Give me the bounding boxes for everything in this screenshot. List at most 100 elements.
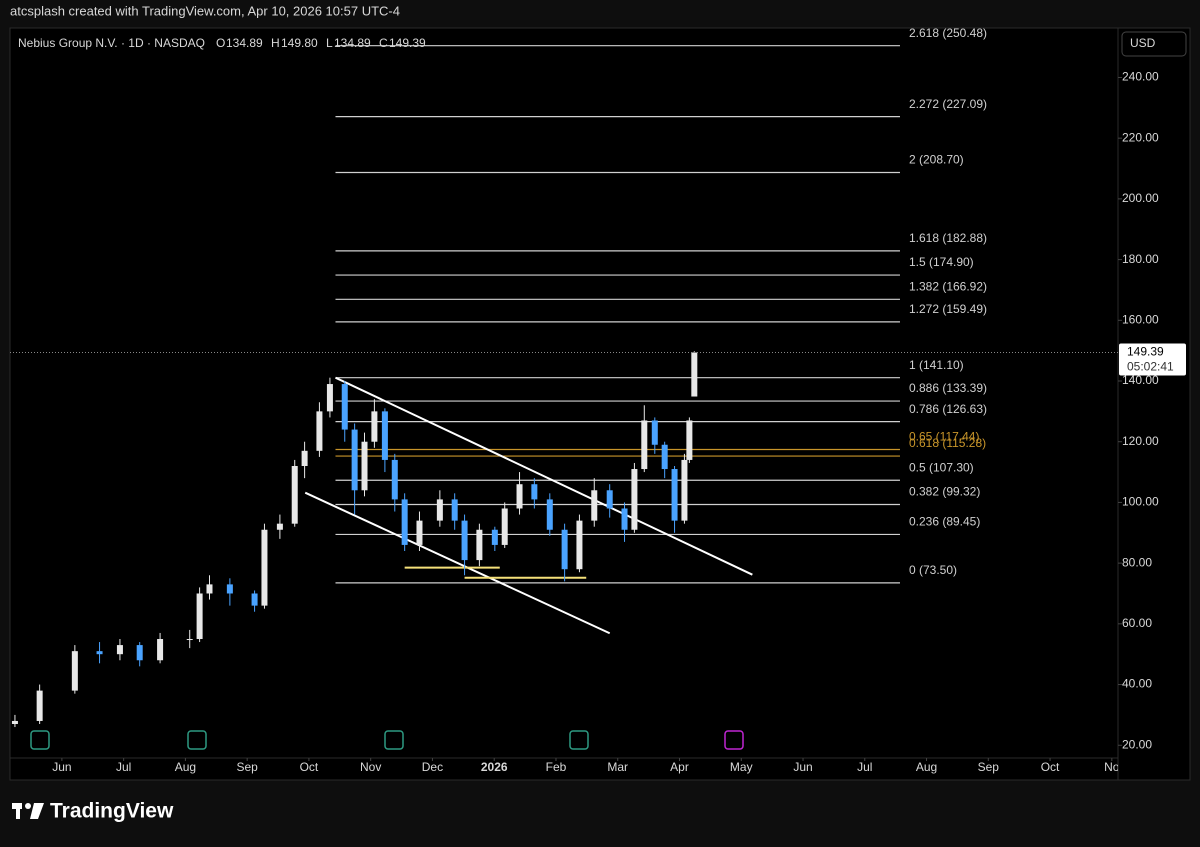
candle-body xyxy=(391,459,398,500)
earnings-icon[interactable] xyxy=(724,730,744,750)
x-tick-label: Sep xyxy=(236,760,258,774)
legend-key: H xyxy=(271,36,280,50)
y-tick-label: 140.00 xyxy=(1122,373,1159,387)
candle-body xyxy=(476,529,483,561)
candle-body xyxy=(691,352,698,397)
candle-body xyxy=(136,645,143,661)
fib-label: 0.382 (99.32) xyxy=(909,485,980,499)
x-tick-label: Jun xyxy=(52,760,71,774)
candle-body xyxy=(546,499,553,530)
candle-body xyxy=(576,520,583,570)
x-tick-label: Aug xyxy=(175,760,196,774)
earnings-icon[interactable] xyxy=(30,730,50,750)
candle-body xyxy=(316,411,323,451)
candle-body xyxy=(276,523,283,530)
header: atcsplash created with TradingView.com, … xyxy=(10,3,400,18)
x-tick-label: 2026 xyxy=(481,760,508,774)
x-tick-label: May xyxy=(730,760,753,774)
y-tick-label: 200.00 xyxy=(1122,191,1159,205)
currency-button[interactable] xyxy=(1121,31,1187,57)
legend-value: 134.89 xyxy=(334,36,371,50)
candle-body xyxy=(531,484,538,500)
symbol: Nebius Group N.V. · 1D · NASDAQ xyxy=(18,36,205,50)
candle-body xyxy=(516,484,523,509)
legend-key: C xyxy=(379,36,388,50)
candle-body xyxy=(501,508,508,545)
earnings-icon[interactable] xyxy=(569,730,589,750)
candle-body xyxy=(641,420,648,470)
x-tick-label: Oct xyxy=(300,760,319,774)
fib-label: 0.5 (107.30) xyxy=(909,460,974,474)
candle-body xyxy=(606,490,613,509)
countdown: 05:02:41 xyxy=(1127,360,1174,374)
legend-value: 149.80 xyxy=(281,36,318,50)
candle-body xyxy=(361,441,368,491)
earnings-icon[interactable] xyxy=(384,730,404,750)
fib-label: 2.618 (250.48) xyxy=(909,26,987,40)
y-tick-label: 220.00 xyxy=(1122,130,1159,144)
candle-body xyxy=(186,639,193,641)
x-tick-label: Jun xyxy=(793,760,812,774)
candle-body xyxy=(686,420,693,460)
y-tick-label: 20.00 xyxy=(1122,737,1152,751)
currency[interactable]: USD xyxy=(1130,36,1156,50)
logo-mark xyxy=(30,803,44,819)
fib-label: 0.618 (115.28) xyxy=(909,436,986,450)
fib-label: 0.236 (89.45) xyxy=(909,515,980,529)
legend-value: 149.39 xyxy=(389,36,426,50)
fib-label: 1 (141.10) xyxy=(909,358,964,372)
price-tag-label: 149.39 xyxy=(1127,345,1164,359)
fib-label: 1.5 (174.90) xyxy=(909,255,974,269)
logo-mark xyxy=(16,803,20,819)
candle-body xyxy=(36,690,43,721)
fib-label: 0 (73.50) xyxy=(909,563,957,577)
candle-body xyxy=(381,411,388,460)
candle-body xyxy=(251,593,258,606)
candle-body xyxy=(631,469,638,530)
candle-body xyxy=(491,529,498,545)
candle-body xyxy=(157,639,164,661)
y-tick-label: 40.00 xyxy=(1122,677,1152,691)
candle-body xyxy=(71,651,78,691)
x-tick-label: Oct xyxy=(1041,760,1060,774)
candle-body xyxy=(351,429,358,491)
candle-body xyxy=(436,499,443,521)
logo-text: TradingView xyxy=(50,800,174,823)
legend-key: O xyxy=(216,36,225,50)
candle-body xyxy=(461,520,468,561)
fib-label: 1.382 (166.92) xyxy=(909,279,987,293)
fib-label: 0.886 (133.39) xyxy=(909,381,987,395)
x-tick-label: Jul xyxy=(857,760,872,774)
candle-body xyxy=(301,450,308,466)
x-tick-label: No xyxy=(1104,760,1120,774)
fib-label: 1.272 (159.49) xyxy=(909,302,987,316)
y-tick-label: 160.00 xyxy=(1122,312,1159,326)
legend: Nebius Group N.V. · 1D · NASDAQ O 134.89… xyxy=(18,36,426,50)
candle-body xyxy=(591,490,598,521)
candle-body xyxy=(621,508,628,530)
x-tick-label: Mar xyxy=(607,760,628,774)
y-axis: 20.00 40.00 60.00 80.00 100.00 120.00 140.00 16… xyxy=(1118,70,1159,751)
candle-body xyxy=(196,593,203,640)
price-tag xyxy=(1119,343,1186,376)
fib-label: 2 (208.70) xyxy=(909,153,964,167)
candle-body xyxy=(291,466,298,524)
x-axis: Jun Jul Aug Sep Oct Nov Dec 2026 Feb Mar Apr May Jun… xyxy=(52,758,1120,774)
plot: 0 (73.50) 0.236 (89.45) 0.382 (99.32) 0.5 (… xyxy=(10,26,1118,728)
earnings-icon[interactable] xyxy=(187,730,207,750)
candle-body xyxy=(561,529,568,570)
y-tick-label: 120.00 xyxy=(1122,434,1159,448)
candle-body xyxy=(416,520,423,545)
y-tick-label: 240.00 xyxy=(1122,70,1159,84)
y-tick-label: 60.00 xyxy=(1122,616,1152,630)
candle-body xyxy=(451,499,458,521)
fib-label: 0.65 (117.44) xyxy=(909,430,980,444)
candle-body xyxy=(671,469,678,521)
candle-body xyxy=(96,651,103,655)
fib-label: 0.786 (126.63) xyxy=(909,402,987,416)
candle-body xyxy=(11,720,18,725)
candle-body xyxy=(326,384,333,412)
logo-mark xyxy=(25,803,31,809)
